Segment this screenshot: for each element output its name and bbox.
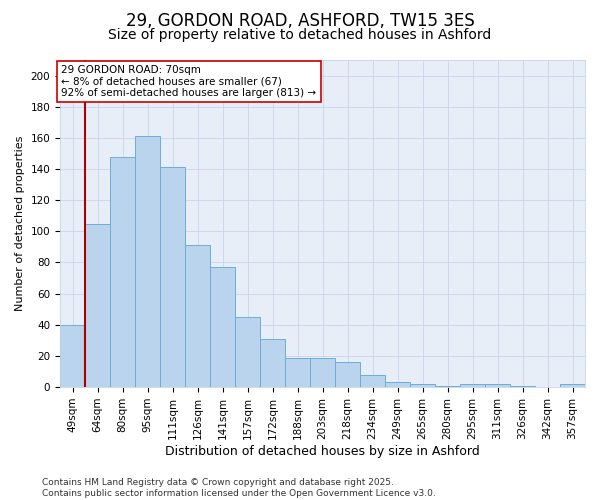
Text: 29 GORDON ROAD: 70sqm
← 8% of detached houses are smaller (67)
92% of semi-detac: 29 GORDON ROAD: 70sqm ← 8% of detached h…	[61, 64, 316, 98]
X-axis label: Distribution of detached houses by size in Ashford: Distribution of detached houses by size …	[165, 444, 480, 458]
Text: 29, GORDON ROAD, ASHFORD, TW15 3ES: 29, GORDON ROAD, ASHFORD, TW15 3ES	[125, 12, 475, 30]
Bar	[110, 156, 135, 387]
Bar	[285, 358, 310, 387]
Bar	[460, 384, 485, 387]
Bar	[85, 224, 110, 387]
Bar	[185, 246, 210, 387]
Bar	[410, 384, 435, 387]
Bar	[335, 362, 360, 387]
Bar	[310, 358, 335, 387]
Text: Size of property relative to detached houses in Ashford: Size of property relative to detached ho…	[109, 28, 491, 42]
Bar	[210, 267, 235, 387]
Bar	[510, 386, 535, 387]
Bar	[60, 325, 85, 387]
Text: Contains HM Land Registry data © Crown copyright and database right 2025.
Contai: Contains HM Land Registry data © Crown c…	[42, 478, 436, 498]
Bar	[260, 339, 285, 387]
Y-axis label: Number of detached properties: Number of detached properties	[15, 136, 25, 311]
Bar	[435, 386, 460, 387]
Bar	[485, 384, 510, 387]
Bar	[160, 168, 185, 387]
Bar	[235, 317, 260, 387]
Bar	[385, 382, 410, 387]
Bar	[560, 384, 585, 387]
Bar	[360, 374, 385, 387]
Bar	[135, 136, 160, 387]
